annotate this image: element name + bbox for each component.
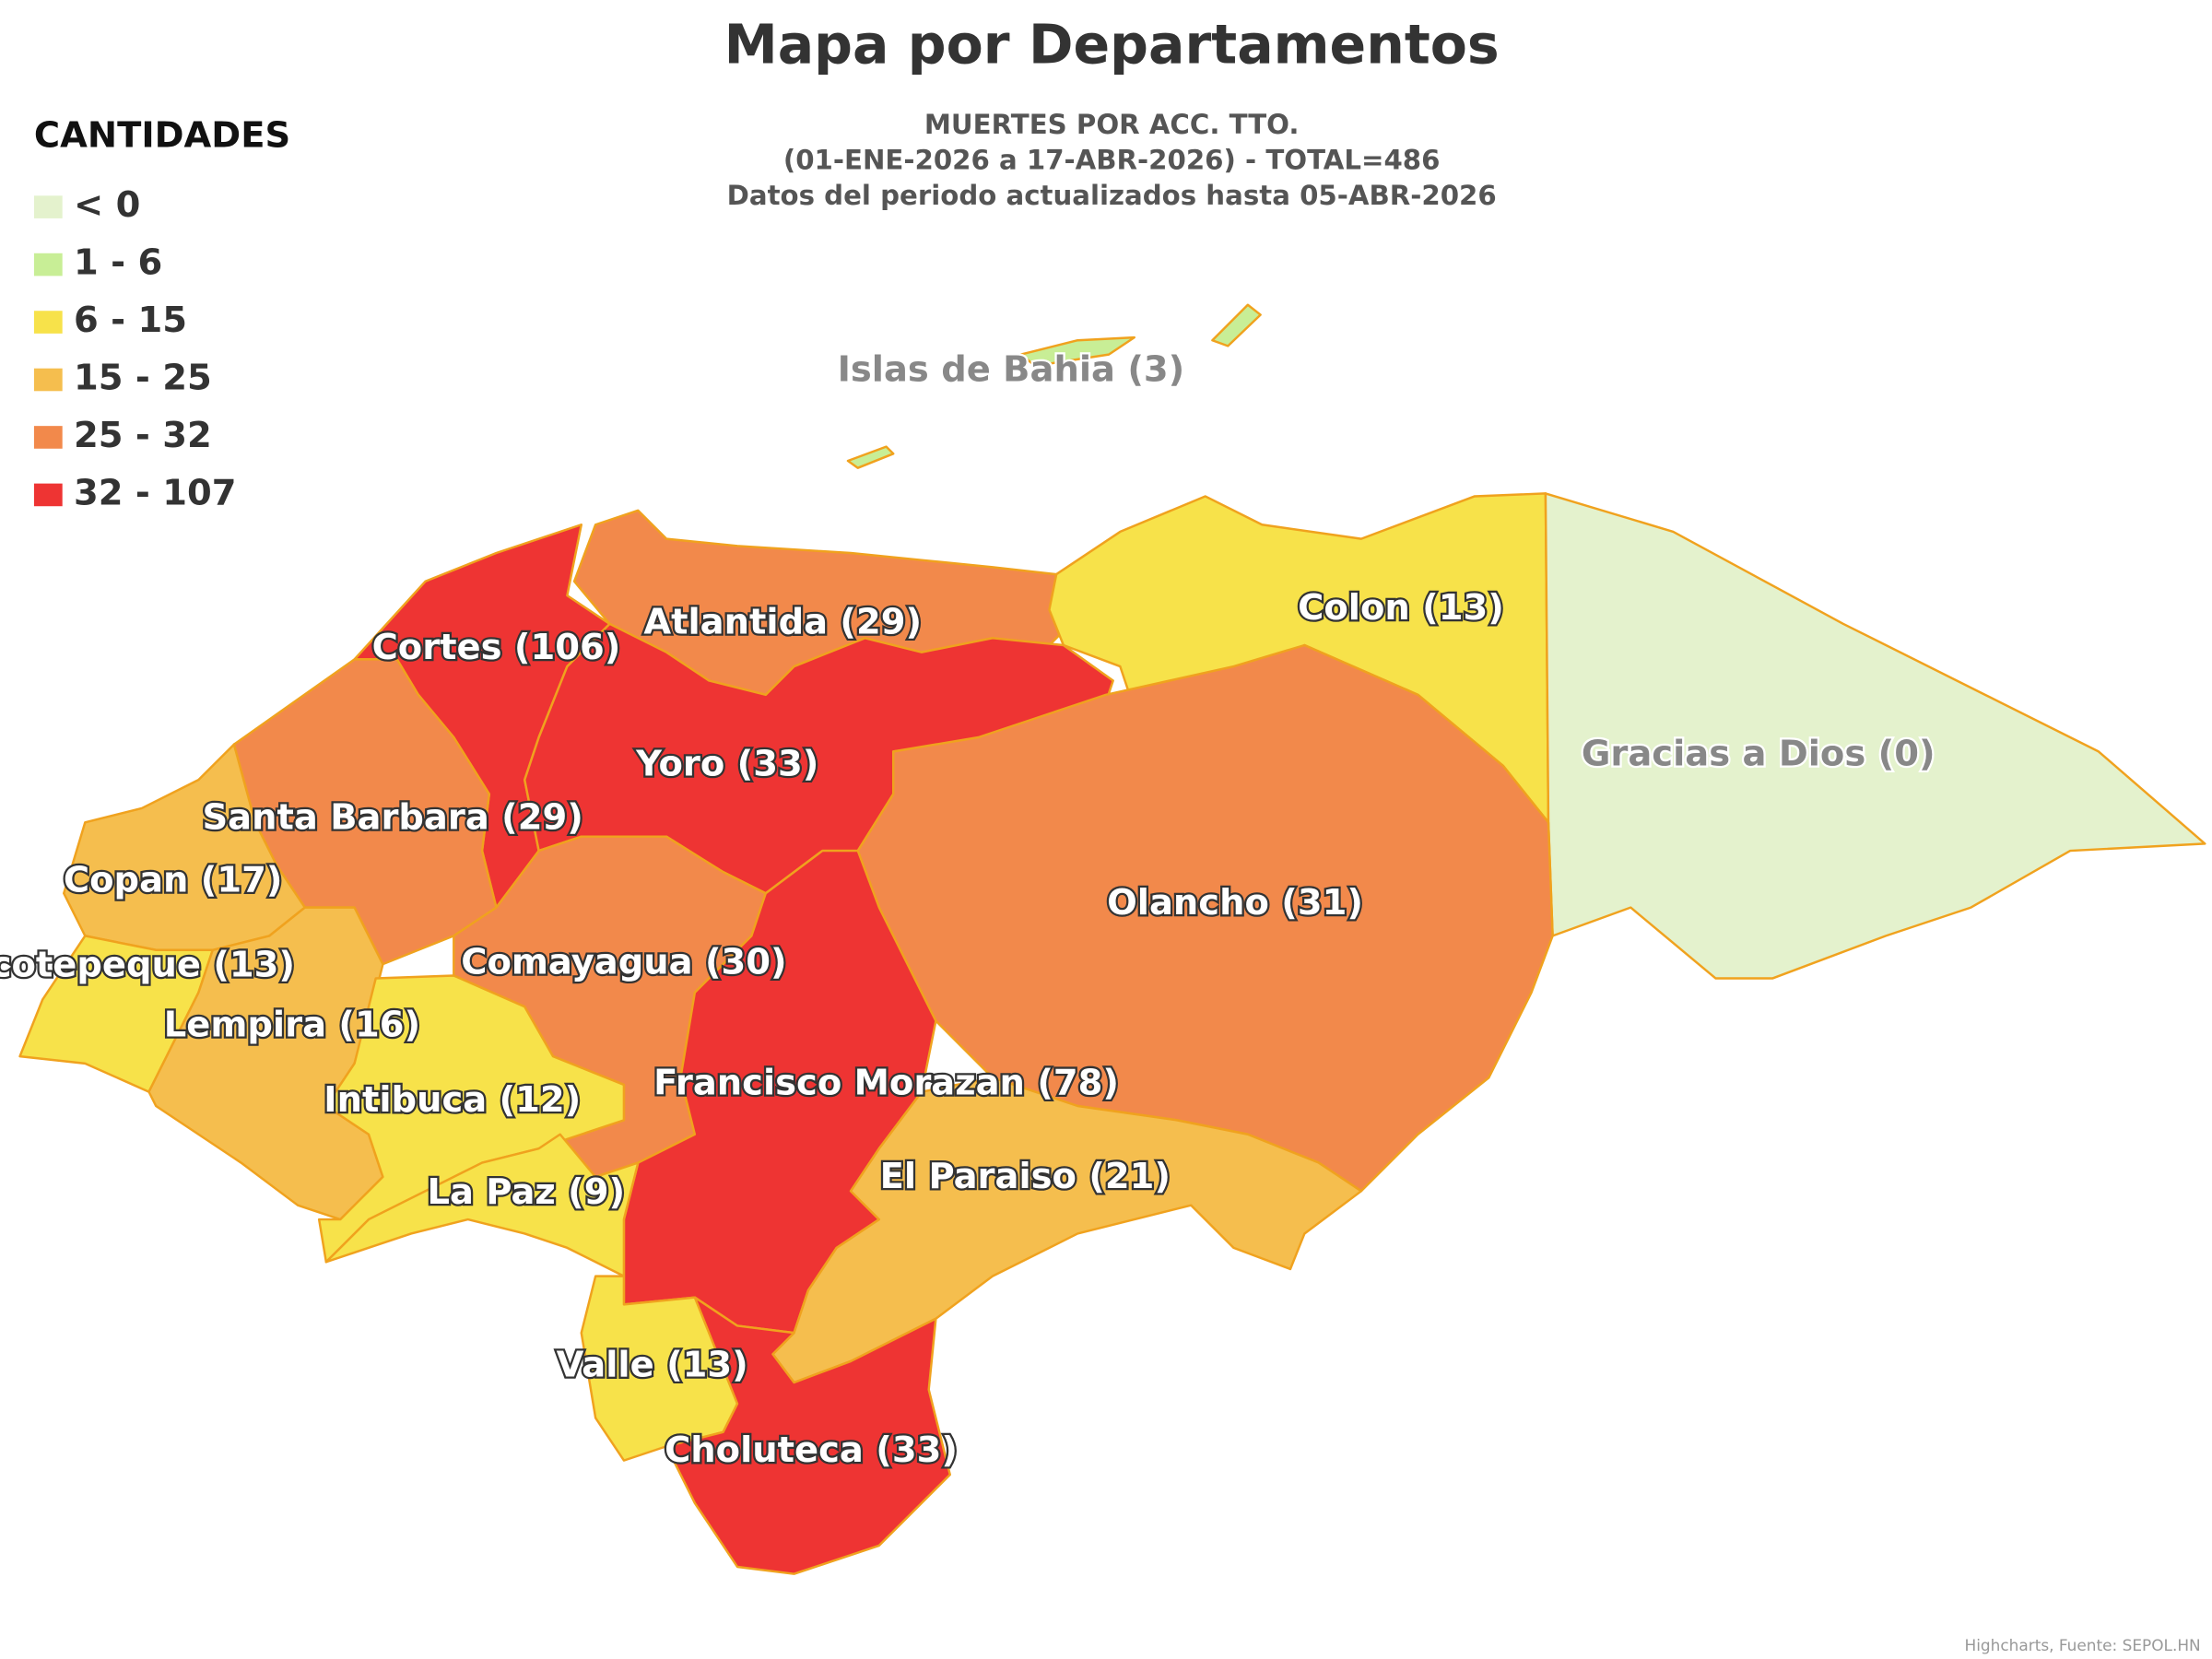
region-shape — [846, 445, 895, 469]
region-label: Comayagua (30) — [461, 942, 786, 983]
region-label: Colon (13) — [1298, 587, 1504, 629]
region-shape — [1019, 335, 1136, 368]
region-labels: Islas de Bahia (3) Cortes (106) Atlantida … — [0, 347, 1937, 1473]
legend-item[interactable]: 1 - 6 — [33, 242, 162, 284]
region[interactable] — [771, 1077, 1363, 1384]
legend-label: < 0 — [74, 184, 140, 226]
region-shape — [665, 1296, 951, 1575]
chart-title: Mapa por Departamentos — [724, 13, 1500, 76]
legend-swatch — [33, 195, 63, 218]
legend-label: 15 - 25 — [74, 357, 212, 398]
region-label: Yoro (33) — [635, 743, 818, 784]
legend-item[interactable]: < 0 — [33, 184, 140, 226]
subtitle-line: MUERTES POR ACC. TTO. — [924, 109, 1300, 140]
legend-swatch — [33, 368, 63, 392]
legend-swatch — [33, 426, 63, 449]
legend-label: 32 - 107 — [74, 472, 237, 513]
credits: Highcharts, Fuente: SEPOL.HN — [1965, 1636, 2201, 1654]
legend-title: CANTIDADES — [34, 115, 290, 157]
region-label: Santa Barbara (29) — [202, 797, 582, 839]
region[interactable] — [324, 1133, 640, 1277]
region-label: Ocotepeque (13) — [0, 945, 295, 986]
subtitle-line: Datos del periodo actualizados hasta 05-… — [727, 180, 1497, 211]
region-shape — [771, 1077, 1363, 1384]
legend-swatch — [33, 253, 63, 276]
legend-label: 6 - 15 — [74, 300, 187, 341]
legend-swatch — [33, 311, 63, 334]
region[interactable] — [846, 303, 1262, 469]
region-shape — [324, 1133, 640, 1277]
region-label: Atlantida (29) — [643, 601, 922, 642]
legend-label: 1 - 6 — [74, 242, 162, 284]
region[interactable] — [1544, 492, 2206, 980]
region-label: Intibuca (12) — [324, 1079, 581, 1121]
region-label: Copan (17) — [64, 859, 283, 900]
region-label: Valle (13) — [557, 1345, 748, 1386]
region-label: Lempira (16) — [164, 1004, 420, 1045]
region-label: El Paraiso (21) — [880, 1156, 1171, 1197]
subtitle-line: (01-ENE-2026 a 17-ABR-2026) - TOTAL=486 — [783, 144, 1441, 175]
legend-label: 25 - 32 — [74, 415, 212, 456]
regions — [18, 303, 2206, 1575]
region-label: La Paz (9) — [427, 1171, 625, 1213]
legend-swatch — [33, 483, 63, 507]
region-shape — [1211, 303, 1262, 347]
region-label: Francisco Morazan (78) — [653, 1062, 1119, 1103]
region[interactable] — [665, 1296, 951, 1575]
region-label: Choluteca (33) — [665, 1430, 958, 1471]
legend: < 0 1 - 6 6 - 15 15 - 25 25 - 32 32 - 107 — [33, 184, 237, 513]
region-label: Islas de Bahia (3) — [838, 349, 1185, 391]
region-label: Gracias a Dios (0) — [1582, 733, 1936, 774]
legend-item[interactable]: 15 - 25 — [33, 357, 212, 398]
legend-item[interactable]: 6 - 15 — [33, 300, 187, 341]
legend-item[interactable]: 25 - 32 — [33, 415, 212, 456]
region-label: Olancho (31) — [1107, 882, 1363, 924]
region-label: Cortes (106) — [372, 627, 621, 668]
region-shape — [1544, 492, 2206, 980]
legend-item[interactable]: 32 - 107 — [33, 472, 237, 513]
